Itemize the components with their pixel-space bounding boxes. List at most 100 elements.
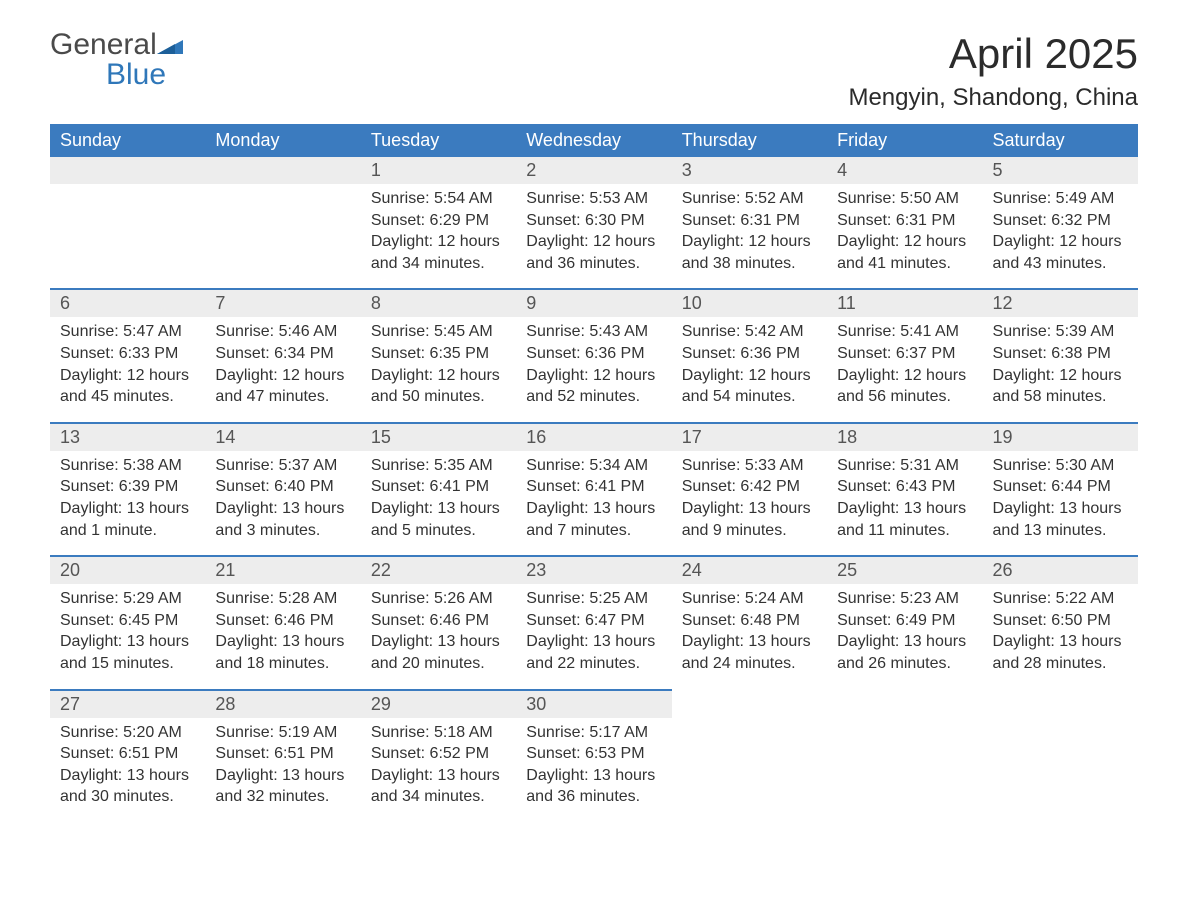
day-detail-cell: Sunrise: 5:47 AMSunset: 6:33 PMDaylight:…	[50, 317, 205, 422]
sunset-text: Sunset: 6:31 PM	[837, 210, 972, 232]
sunset-text: Sunset: 6:51 PM	[60, 743, 195, 765]
day-detail-cell: Sunrise: 5:17 AMSunset: 6:53 PMDaylight:…	[516, 718, 671, 822]
daylight-text: Daylight: 12 hours and 43 minutes.	[993, 231, 1128, 274]
weekday-header: Saturday	[983, 124, 1138, 157]
day-detail-cell: Sunrise: 5:45 AMSunset: 6:35 PMDaylight:…	[361, 317, 516, 422]
sunset-text: Sunset: 6:29 PM	[371, 210, 506, 232]
daylight-text: Daylight: 12 hours and 36 minutes.	[526, 231, 661, 274]
day-detail-cell: Sunrise: 5:39 AMSunset: 6:38 PMDaylight:…	[983, 317, 1138, 422]
sunrise-text: Sunrise: 5:19 AM	[215, 722, 350, 744]
day-number-cell: 3	[672, 157, 827, 184]
day-number-cell: 20	[50, 556, 205, 584]
daylight-text: Daylight: 13 hours and 34 minutes.	[371, 765, 506, 808]
sunset-text: Sunset: 6:41 PM	[371, 476, 506, 498]
sunset-text: Sunset: 6:45 PM	[60, 610, 195, 632]
logo-word-general: General	[50, 28, 157, 61]
sunset-text: Sunset: 6:51 PM	[215, 743, 350, 765]
day-detail-cell: Sunrise: 5:28 AMSunset: 6:46 PMDaylight:…	[205, 584, 360, 689]
day-detail-row: Sunrise: 5:47 AMSunset: 6:33 PMDaylight:…	[50, 317, 1138, 422]
sunset-text: Sunset: 6:53 PM	[526, 743, 661, 765]
day-number-cell: 9	[516, 289, 671, 317]
daylight-text: Daylight: 13 hours and 1 minute.	[60, 498, 195, 541]
day-detail-cell: Sunrise: 5:34 AMSunset: 6:41 PMDaylight:…	[516, 451, 671, 556]
month-title: April 2025	[848, 30, 1138, 78]
sunrise-text: Sunrise: 5:24 AM	[682, 588, 817, 610]
sunset-text: Sunset: 6:46 PM	[371, 610, 506, 632]
daylight-text: Daylight: 12 hours and 47 minutes.	[215, 365, 350, 408]
weekday-header: Sunday	[50, 124, 205, 157]
day-detail-cell: Sunrise: 5:18 AMSunset: 6:52 PMDaylight:…	[361, 718, 516, 822]
day-number-row: 6789101112	[50, 289, 1138, 317]
day-number-cell: 12	[983, 289, 1138, 317]
sunrise-text: Sunrise: 5:42 AM	[682, 321, 817, 343]
sunrise-text: Sunrise: 5:28 AM	[215, 588, 350, 610]
day-number-cell: 4	[827, 157, 982, 184]
daylight-text: Daylight: 12 hours and 38 minutes.	[682, 231, 817, 274]
day-detail-cell: Sunrise: 5:35 AMSunset: 6:41 PMDaylight:…	[361, 451, 516, 556]
day-detail-cell: Sunrise: 5:26 AMSunset: 6:46 PMDaylight:…	[361, 584, 516, 689]
day-detail-cell	[983, 718, 1138, 822]
sunrise-text: Sunrise: 5:54 AM	[371, 188, 506, 210]
day-detail-cell: Sunrise: 5:54 AMSunset: 6:29 PMDaylight:…	[361, 184, 516, 289]
day-detail-cell: Sunrise: 5:20 AMSunset: 6:51 PMDaylight:…	[50, 718, 205, 822]
sunrise-text: Sunrise: 5:18 AM	[371, 722, 506, 744]
day-number-cell: 18	[827, 423, 982, 451]
sunrise-text: Sunrise: 5:45 AM	[371, 321, 506, 343]
day-detail-cell: Sunrise: 5:25 AMSunset: 6:47 PMDaylight:…	[516, 584, 671, 689]
day-number-cell: 15	[361, 423, 516, 451]
weekday-header: Thursday	[672, 124, 827, 157]
day-number-row: 13141516171819	[50, 423, 1138, 451]
sunrise-text: Sunrise: 5:25 AM	[526, 588, 661, 610]
sunset-text: Sunset: 6:47 PM	[526, 610, 661, 632]
daylight-text: Daylight: 13 hours and 7 minutes.	[526, 498, 661, 541]
day-detail-cell: Sunrise: 5:31 AMSunset: 6:43 PMDaylight:…	[827, 451, 982, 556]
sunrise-text: Sunrise: 5:17 AM	[526, 722, 661, 744]
daylight-text: Daylight: 13 hours and 15 minutes.	[60, 631, 195, 674]
day-number-cell: 6	[50, 289, 205, 317]
day-number-cell: 5	[983, 157, 1138, 184]
daylight-text: Daylight: 13 hours and 3 minutes.	[215, 498, 350, 541]
day-detail-cell: Sunrise: 5:24 AMSunset: 6:48 PMDaylight:…	[672, 584, 827, 689]
sunset-text: Sunset: 6:38 PM	[993, 343, 1128, 365]
day-detail-cell: Sunrise: 5:38 AMSunset: 6:39 PMDaylight:…	[50, 451, 205, 556]
sunset-text: Sunset: 6:37 PM	[837, 343, 972, 365]
sunrise-text: Sunrise: 5:52 AM	[682, 188, 817, 210]
sunset-text: Sunset: 6:43 PM	[837, 476, 972, 498]
weekday-header: Wednesday	[516, 124, 671, 157]
day-number-cell	[672, 690, 827, 718]
sunset-text: Sunset: 6:41 PM	[526, 476, 661, 498]
sunrise-text: Sunrise: 5:20 AM	[60, 722, 195, 744]
daylight-text: Daylight: 12 hours and 56 minutes.	[837, 365, 972, 408]
sunset-text: Sunset: 6:34 PM	[215, 343, 350, 365]
sunset-text: Sunset: 6:49 PM	[837, 610, 972, 632]
sunrise-text: Sunrise: 5:46 AM	[215, 321, 350, 343]
day-number-cell: 10	[672, 289, 827, 317]
day-detail-cell: Sunrise: 5:29 AMSunset: 6:45 PMDaylight:…	[50, 584, 205, 689]
weekday-header: Monday	[205, 124, 360, 157]
daylight-text: Daylight: 12 hours and 41 minutes.	[837, 231, 972, 274]
day-number-cell	[205, 157, 360, 184]
day-number-cell	[827, 690, 982, 718]
day-detail-cell: Sunrise: 5:41 AMSunset: 6:37 PMDaylight:…	[827, 317, 982, 422]
daylight-text: Daylight: 12 hours and 50 minutes.	[371, 365, 506, 408]
daylight-text: Daylight: 12 hours and 45 minutes.	[60, 365, 195, 408]
sunset-text: Sunset: 6:36 PM	[682, 343, 817, 365]
sunset-text: Sunset: 6:39 PM	[60, 476, 195, 498]
logo-word-blue: Blue	[50, 58, 166, 91]
sunrise-text: Sunrise: 5:41 AM	[837, 321, 972, 343]
day-number-cell: 11	[827, 289, 982, 317]
daylight-text: Daylight: 12 hours and 58 minutes.	[993, 365, 1128, 408]
sunrise-text: Sunrise: 5:35 AM	[371, 455, 506, 477]
weekday-header-row: Sunday Monday Tuesday Wednesday Thursday…	[50, 124, 1138, 157]
sunrise-text: Sunrise: 5:37 AM	[215, 455, 350, 477]
sunset-text: Sunset: 6:46 PM	[215, 610, 350, 632]
day-detail-cell	[672, 718, 827, 822]
day-detail-row: Sunrise: 5:54 AMSunset: 6:29 PM Daylight:…	[50, 184, 1138, 289]
sunrise-text: Sunrise: 5:38 AM	[60, 455, 195, 477]
page-header: General Blue April 2025 Mengyin, Shandon…	[50, 30, 1138, 112]
day-detail-row: Sunrise: 5:29 AMSunset: 6:45 PMDaylight:…	[50, 584, 1138, 689]
daylight-text: Daylight: 12 hours and 54 minutes.	[682, 365, 817, 408]
daylight-text: Daylight: 13 hours and 5 minutes.	[371, 498, 506, 541]
day-detail-cell	[205, 184, 360, 289]
day-detail-cell: Sunrise: 5:22 AMSunset: 6:50 PMDaylight:…	[983, 584, 1138, 689]
